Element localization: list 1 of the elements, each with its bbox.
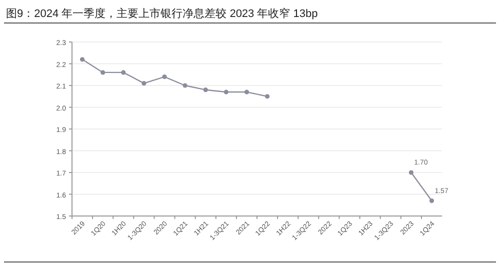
- title: 图9：2024 年一季度，主要上市银行净息差较 2023 年收窄 13bp: [6, 8, 318, 20]
